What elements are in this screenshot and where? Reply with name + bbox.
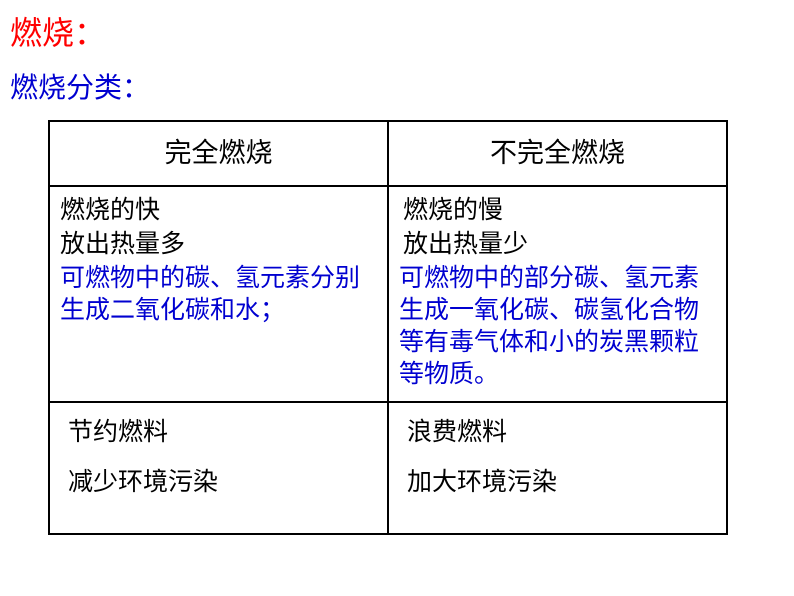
cell-complete-characteristics: 燃烧的快 放出热量多 可燃物中的碳、氢元素分别生成二氧化碳和水； — [49, 186, 388, 402]
title-text: 燃烧： — [10, 15, 106, 51]
cell-complete-effects: 节约燃料 减少环境污染 — [49, 402, 388, 534]
incomplete-pollution: 加大环境污染 — [407, 467, 716, 499]
complete-fuel: 节约燃料 — [68, 417, 377, 449]
combustion-table-wrapper: 完全燃烧 不完全燃烧 燃烧的快 放出热量多 可燃物中的碳、氢元素分别生成二氧化碳… — [48, 120, 794, 535]
table-effects-row: 节约燃料 减少环境污染 浪费燃料 加大环境污染 — [49, 402, 727, 534]
complete-speed: 燃烧的快 — [60, 195, 377, 227]
complete-products: 可燃物中的碳、氢元素分别生成二氧化碳和水； — [60, 265, 360, 324]
cell-incomplete-characteristics: 燃烧的慢 放出热量少 可燃物中的部分碳、氢元素生成一氧化碳、碳氢化合物等有毒气体… — [388, 186, 727, 402]
page-subtitle: 燃烧分类： — [8, 66, 794, 106]
combustion-table: 完全燃烧 不完全燃烧 燃烧的快 放出热量多 可燃物中的碳、氢元素分别生成二氧化碳… — [48, 120, 728, 535]
incomplete-fuel: 浪费燃料 — [407, 417, 716, 449]
page-title: 燃烧： — [8, 8, 794, 54]
header-complete: 完全燃烧 — [49, 121, 388, 186]
incomplete-heat: 放出热量少 — [399, 229, 716, 261]
subtitle-text: 燃烧分类： — [10, 73, 150, 104]
complete-heat: 放出热量多 — [60, 229, 377, 261]
incomplete-products: 可燃物中的部分碳、氢元素生成一氧化碳、碳氢化合物等有毒气体和小的炭黑颗粒等物质。 — [399, 265, 699, 388]
incomplete-speed: 燃烧的慢 — [399, 195, 716, 227]
table-header-row: 完全燃烧 不完全燃烧 — [49, 121, 727, 186]
cell-incomplete-effects: 浪费燃料 加大环境污染 — [388, 402, 727, 534]
header-incomplete: 不完全燃烧 — [388, 121, 727, 186]
table-characteristics-row: 燃烧的快 放出热量多 可燃物中的碳、氢元素分别生成二氧化碳和水； 燃烧的慢 放出… — [49, 186, 727, 402]
complete-pollution: 减少环境污染 — [68, 467, 377, 499]
